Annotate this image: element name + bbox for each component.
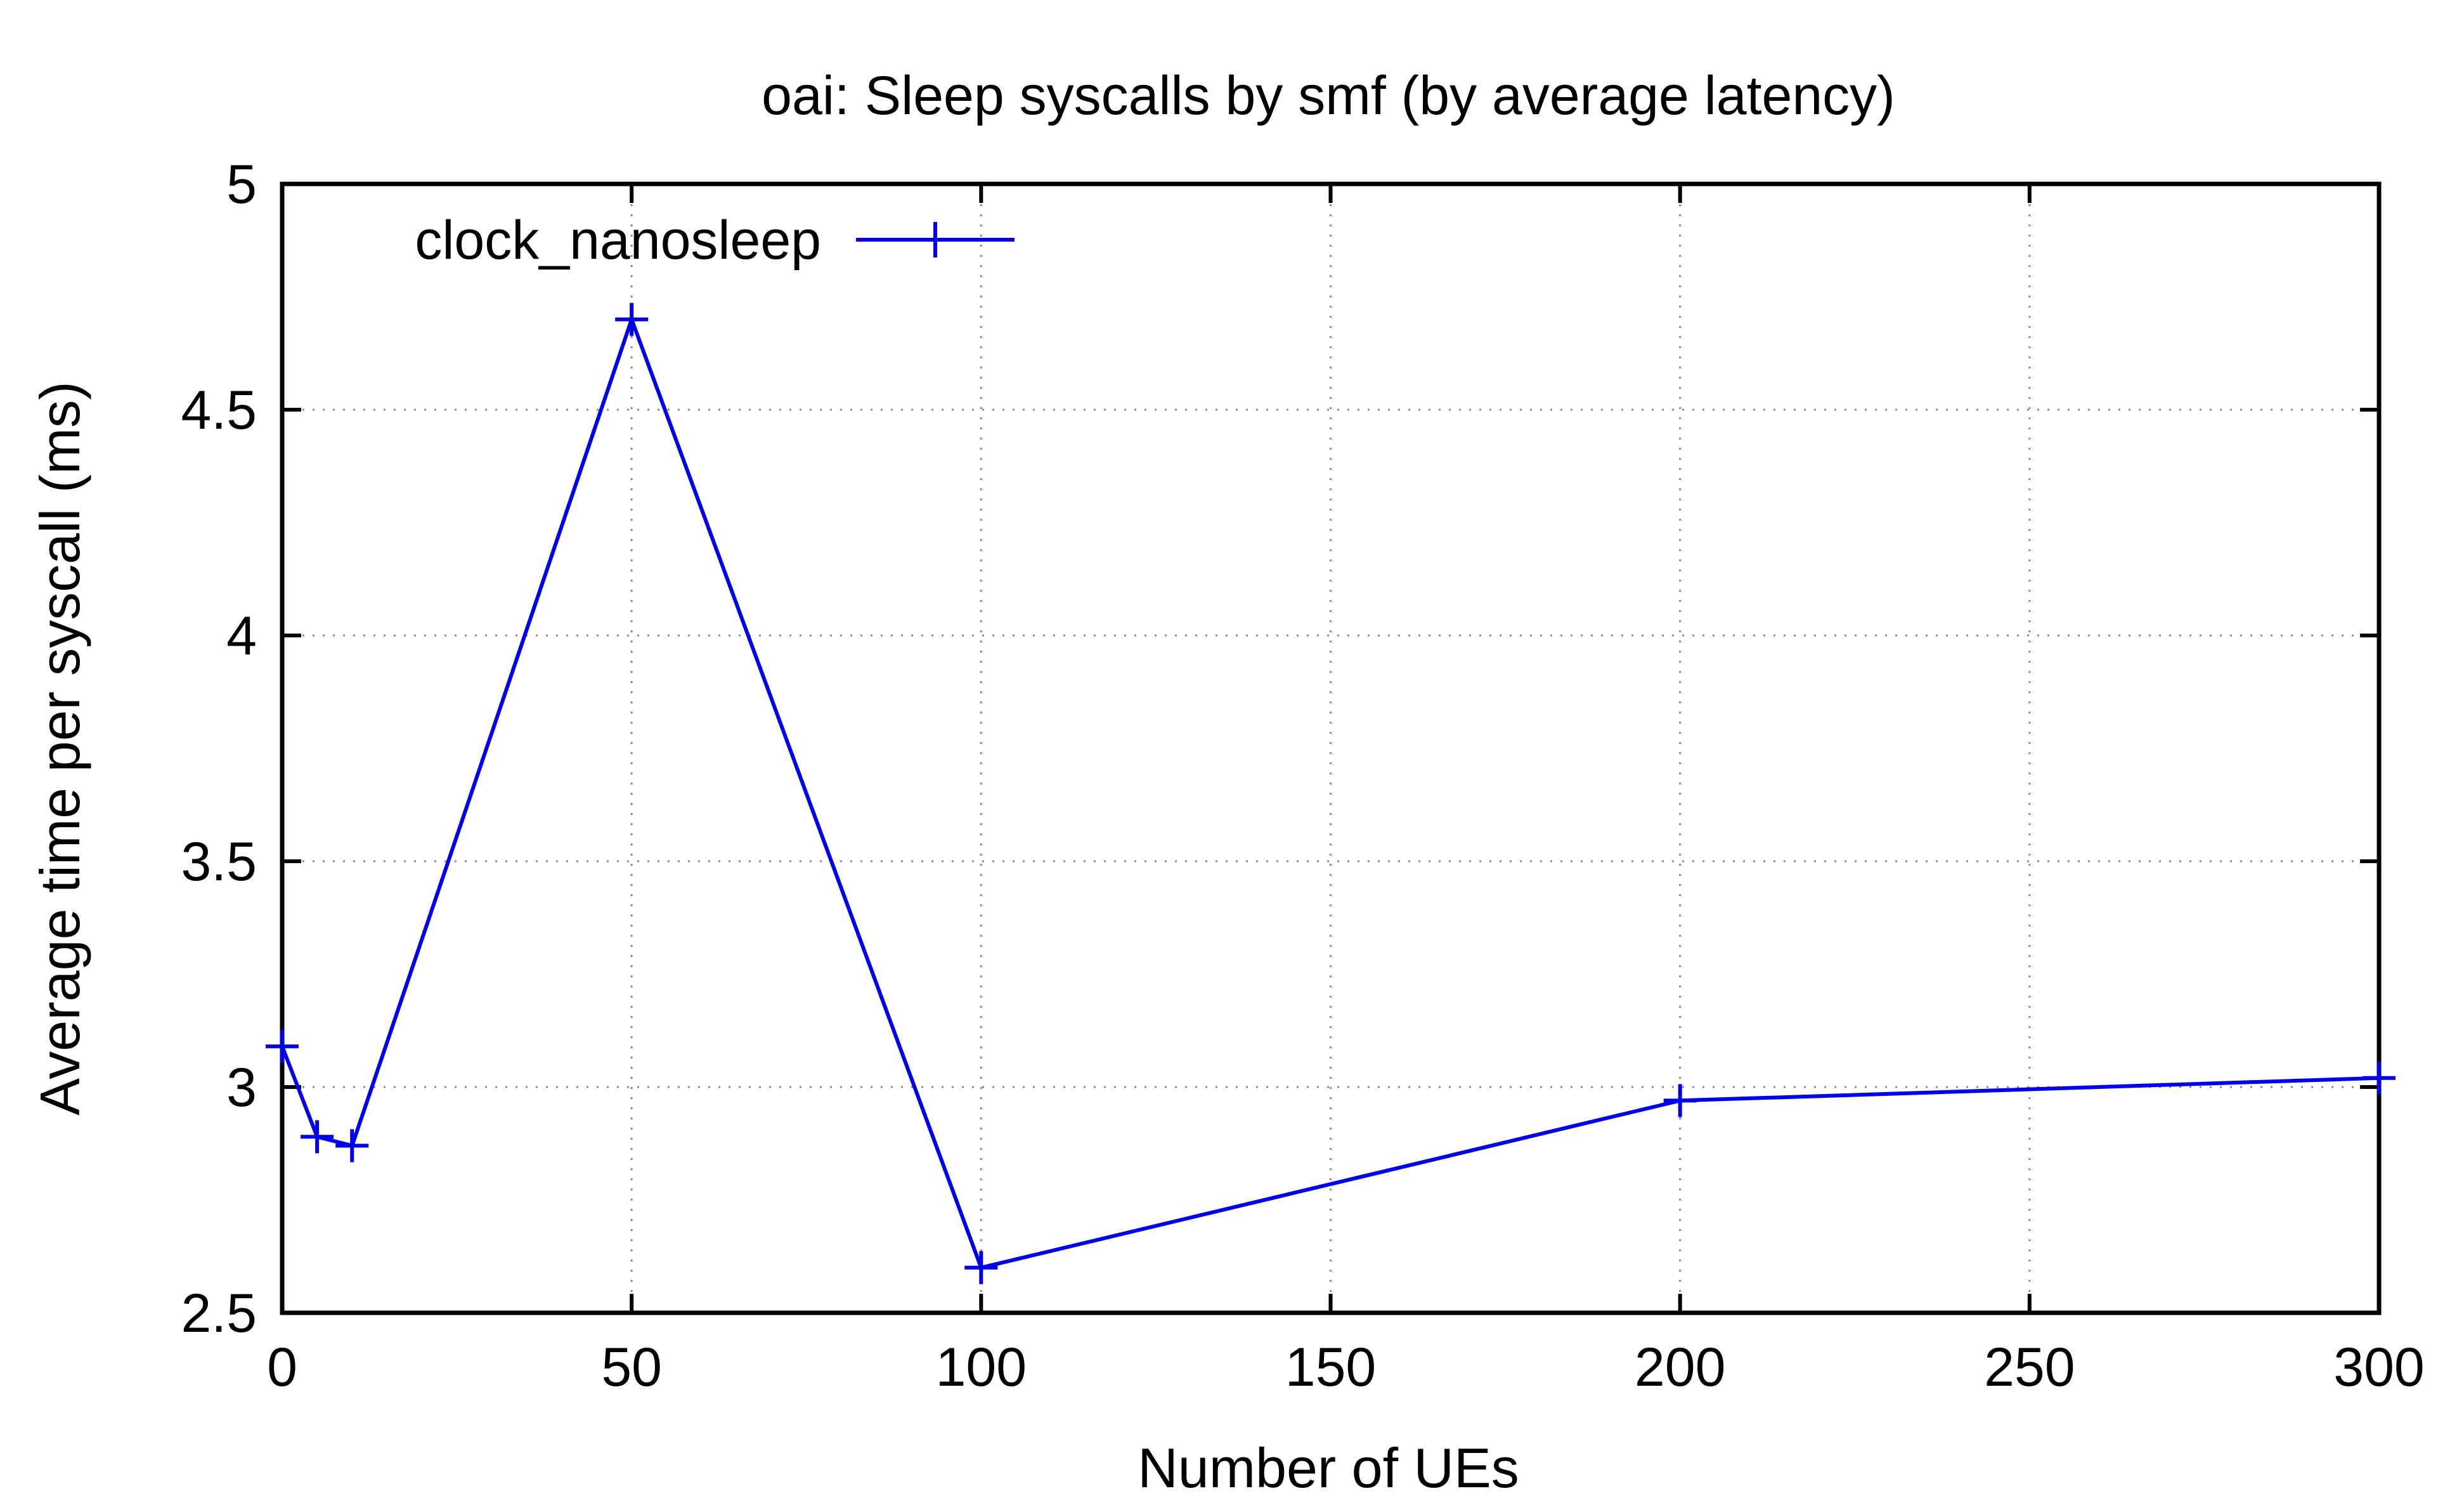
y-axis-title: Average time per syscall (ms) xyxy=(29,381,91,1115)
y-tick-label: 4 xyxy=(226,606,257,667)
data-point xyxy=(615,303,649,336)
x-axis-title: Number of UEs xyxy=(1138,1436,1519,1498)
y-tick-label: 4.5 xyxy=(181,380,257,441)
x-tick-label: 0 xyxy=(267,1337,297,1398)
x-tick-label: 200 xyxy=(1635,1337,1726,1398)
legend: clock_nanosleep xyxy=(415,210,1015,271)
chart-title: oai: Sleep syscalls by smf (by average l… xyxy=(762,65,1895,126)
data-point xyxy=(964,1251,998,1284)
y-tick-label: 2.5 xyxy=(181,1283,257,1344)
data-point xyxy=(266,1029,299,1063)
data-point xyxy=(1663,1084,1697,1117)
x-tick-label: 300 xyxy=(2333,1337,2425,1398)
x-tick-label: 150 xyxy=(1285,1337,1377,1398)
x-tick-label: 100 xyxy=(936,1337,1027,1398)
series-layer xyxy=(266,303,2396,1284)
legend-label: clock_nanosleep xyxy=(415,210,821,271)
data-point xyxy=(335,1129,369,1163)
y-tick-label: 3 xyxy=(226,1057,257,1118)
y-tick-label: 5 xyxy=(226,154,257,215)
data-point xyxy=(301,1120,334,1154)
data-point xyxy=(2363,1061,2396,1095)
x-tick-label: 50 xyxy=(601,1337,662,1398)
plot-frame xyxy=(280,181,2382,1315)
grid xyxy=(282,184,2379,1313)
y-tick-labels: 2.5 3 3.5 4 4.5 5 xyxy=(181,154,257,1344)
x-tick-labels: 0 50 100 150 200 250 300 xyxy=(267,1337,2425,1398)
x-tick-label: 250 xyxy=(1984,1337,2075,1398)
y-tick-label: 3.5 xyxy=(181,831,257,892)
axis-ticks xyxy=(280,182,2381,1315)
